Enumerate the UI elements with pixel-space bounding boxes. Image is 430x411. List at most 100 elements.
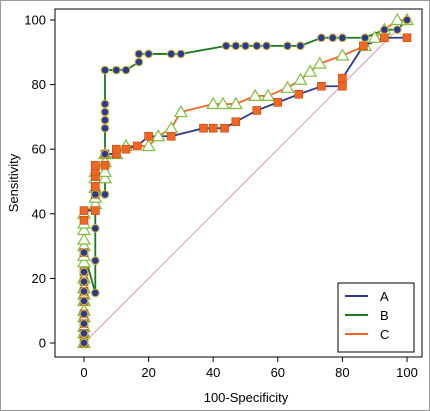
series-A-point	[231, 117, 241, 127]
series-A-point	[91, 206, 100, 215]
y-tick-label: 40	[32, 206, 46, 221]
series-B-point	[241, 41, 250, 51]
series-A-point	[121, 144, 131, 154]
series-B-point	[296, 41, 305, 51]
y-tick-label: 80	[32, 77, 46, 92]
series-C-point	[312, 56, 327, 69]
series-C-point	[335, 48, 350, 61]
series-A-point	[338, 73, 347, 83]
x-axis-label: 100-Specificity	[204, 390, 289, 405]
series-B-point	[328, 33, 338, 43]
x-tick-label: 40	[206, 365, 220, 380]
series-B-point	[79, 319, 89, 328]
series-B-point	[79, 338, 89, 348]
series-C-point	[228, 96, 243, 110]
series-C-point	[280, 80, 295, 93]
series-B-point	[262, 41, 271, 51]
series-B-point	[79, 277, 89, 286]
series-A-point	[273, 98, 283, 107]
series-A-point	[91, 182, 100, 191]
series-B-point	[90, 190, 100, 199]
series-B-point	[100, 123, 110, 133]
series-A-point	[79, 206, 89, 215]
reference-diagonal-line	[83, 19, 408, 344]
series-C-point	[206, 96, 221, 110]
series-B-point	[79, 296, 89, 306]
series-A-point	[132, 141, 142, 151]
x-tick-label: 60	[271, 365, 285, 380]
series-A-point	[208, 123, 218, 133]
x-tick-label: 100	[396, 365, 418, 380]
series-B-point	[144, 49, 153, 59]
series-C-point	[261, 88, 276, 102]
series-B-point	[100, 149, 110, 159]
series-C-point	[76, 232, 92, 245]
series-B-point	[79, 267, 89, 277]
series-B-point	[90, 256, 100, 265]
series-B-point	[402, 15, 412, 25]
series-A-point	[91, 161, 100, 170]
series-B-point	[392, 25, 402, 35]
series-A-point	[252, 106, 262, 115]
legend-label-A: A	[380, 289, 389, 304]
series-B-point	[90, 223, 100, 233]
series-B-point	[79, 248, 89, 257]
series-A-point	[199, 123, 208, 133]
legend-box	[337, 282, 415, 353]
series-C-point	[390, 12, 405, 26]
series-A-point	[100, 161, 110, 170]
y-tick-label: 60	[32, 142, 46, 157]
x-tick-label: 80	[335, 365, 349, 380]
series-B-point	[100, 65, 110, 75]
axis-ticks: 0 20 40 60 80 100 0 20 40 60 80 100	[24, 13, 418, 381]
series-B-point	[79, 328, 89, 338]
series-C-point	[293, 72, 308, 85]
series-B-point	[79, 286, 89, 296]
series-C-point	[367, 30, 382, 43]
series-B-point	[90, 288, 100, 298]
series-C-point	[97, 164, 113, 177]
series-B-point	[283, 41, 292, 51]
series-B-point	[221, 41, 231, 51]
series-C-point	[76, 255, 92, 268]
series-A-point	[338, 81, 347, 91]
series-B-point	[100, 107, 110, 117]
series-C-point	[76, 222, 92, 236]
series-B-point	[360, 33, 370, 43]
series-A-point	[220, 123, 229, 133]
y-tick-label: 0	[39, 336, 46, 351]
series-C-point	[141, 138, 156, 152]
series-B-point	[134, 57, 144, 67]
series-C-point	[151, 129, 166, 142]
y-tick-label: 100	[24, 13, 46, 28]
series-B-point	[380, 25, 389, 35]
series-C-point	[97, 171, 113, 184]
series-A-point	[380, 33, 389, 43]
series-B-point	[166, 49, 176, 59]
series-C-point	[248, 88, 263, 102]
series-C-point	[173, 104, 188, 118]
series-A-point	[79, 215, 89, 225]
y-axis-label: Sensitivity	[6, 153, 21, 212]
series-B-point	[317, 33, 326, 43]
series-B-point	[100, 190, 110, 199]
series-B-point	[79, 309, 89, 319]
series-B-point	[121, 65, 131, 75]
series-B-point	[134, 49, 144, 59]
reference-line-group	[83, 19, 408, 344]
legend-label-C: C	[380, 327, 389, 342]
series-A-point	[402, 33, 412, 43]
legend: ABC	[337, 282, 415, 353]
series-B-point	[176, 49, 186, 59]
series-B-point	[100, 99, 110, 109]
x-tick-label: 0	[80, 365, 87, 380]
legend-label-B: B	[380, 308, 389, 323]
series-B-point	[100, 115, 110, 125]
series-B-point	[111, 65, 121, 75]
series-C-point	[164, 120, 179, 134]
series-C-point	[303, 64, 318, 77]
x-tick-label: 20	[141, 365, 155, 380]
series-B-point	[252, 41, 262, 51]
series-B-point	[231, 41, 241, 51]
series-markers	[76, 12, 415, 349]
